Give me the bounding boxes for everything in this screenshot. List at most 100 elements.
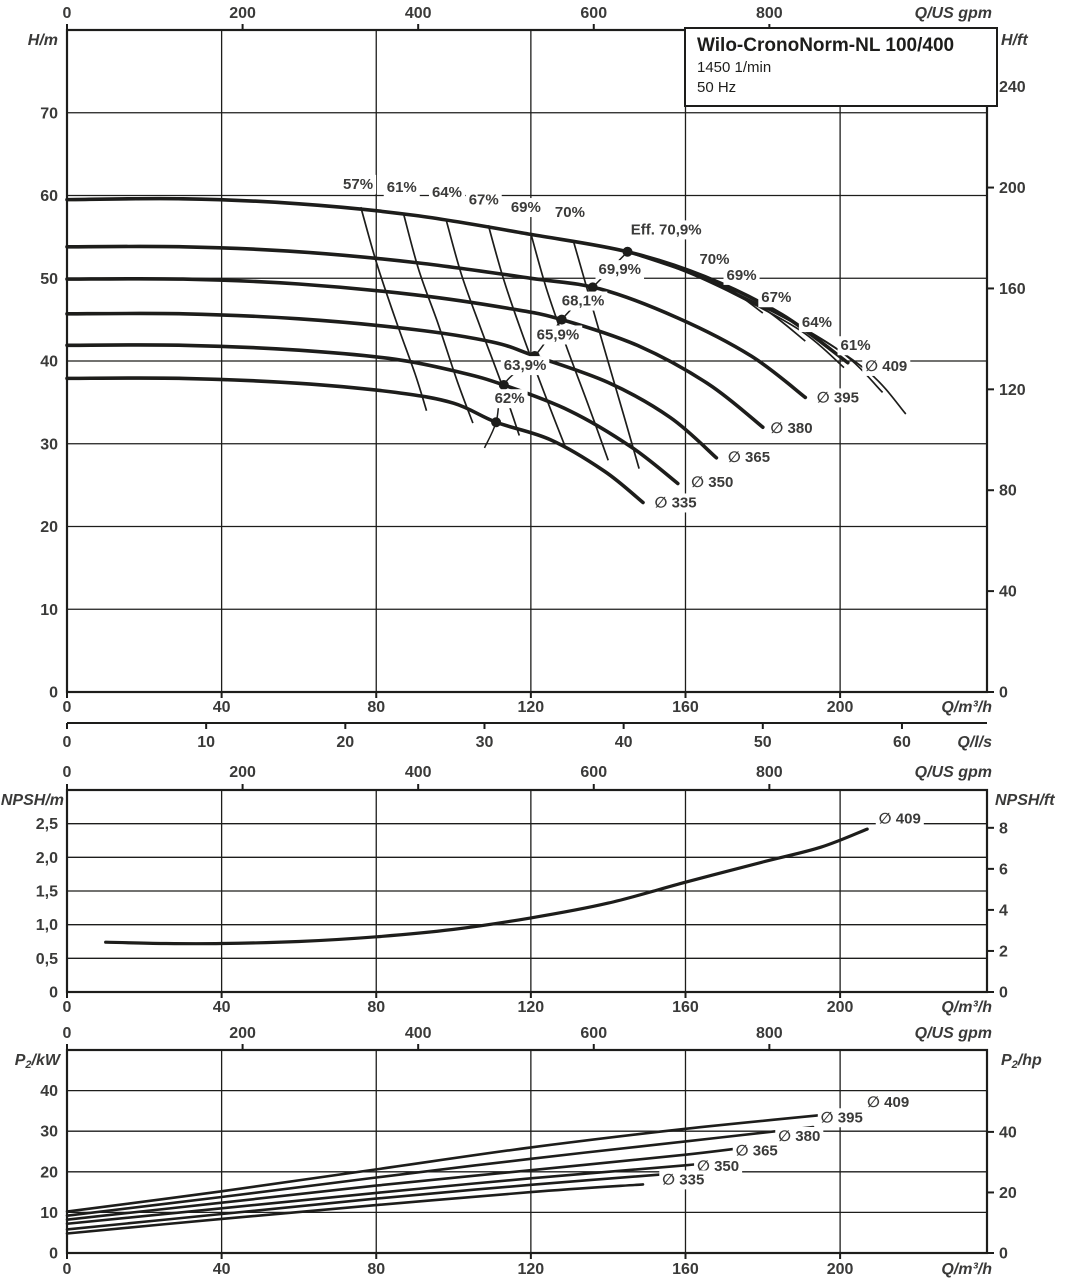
bep-label: 65,9% [537,326,580,343]
diameter-label: ∅ 380 [778,1128,820,1145]
efficiency-label-chip [551,203,588,223]
plot-border [65,28,989,694]
lps-axis-tick-label: 30 [476,734,494,751]
curve-∅350 [65,1171,687,1231]
left-axis-tick-label: 40 [40,1083,58,1100]
diameter-label: ∅ 365 [736,1143,778,1160]
curve-∅365 [65,311,719,460]
bep-label: 62% [495,390,525,407]
bottom-axis-tick-label: 0 [63,999,72,1016]
efficiency-label: 64% [802,314,832,331]
bep-label-chip [533,325,583,345]
top-axis-tick-label: 400 [405,764,432,781]
curve-∅380 [65,276,765,429]
top-axis-tick-label: 200 [229,764,256,781]
bep-label: Eff. 70,9% [631,221,702,238]
efficiency-label-chip [696,250,733,270]
left-axis-tick-label: 40 [40,354,58,371]
top-axis-label: Q/US gpm [915,764,992,781]
bottom-axis-tick-label: 160 [672,1261,699,1278]
diameter-label-chip [767,418,816,438]
top-axis-tick-label: 600 [580,1025,607,1042]
efficiency-label: 61% [387,179,417,196]
bep-point [556,314,567,325]
left-axis-tick-label: 10 [40,602,58,619]
efficiency-label: 69% [511,199,541,216]
bep-point [622,246,633,257]
right-axis-tick-label: 20 [999,1185,1017,1202]
left-axis-tick-label: 30 [40,436,58,453]
lps-axis-tick-label: 10 [197,734,215,751]
diameter-label: ∅ 365 [728,449,770,466]
top-axis-tick-label: 600 [580,5,607,22]
top-axis-tick-label: 800 [756,764,783,781]
curve-∅395 [65,1125,815,1217]
plot-border [65,1048,989,1255]
bep-point [491,417,502,428]
top-axis-tick-label: 200 [229,5,256,22]
iso-efficiency-line [402,212,474,424]
top-axis-tick-label: 0 [63,764,72,781]
efficiency-label: 69% [727,267,757,284]
left-axis-tick-label: 0 [49,685,58,702]
bottom-axis-label: Q/m³/h [941,1261,992,1278]
left-axis-tick-label: 50 [40,271,58,288]
top-axis-tick-label: 400 [405,5,432,22]
bottom-axis-tick-label: 40 [213,999,231,1016]
efficiency-label-chip [428,183,465,203]
bottom-axis-tick-label: 120 [518,999,545,1016]
title-box: Wilo-CronoNorm-NL 100/400 1450 1/min 50 … [684,27,998,107]
diameter-label: ∅ 409 [865,358,907,375]
top-axis-tick-label: 600 [580,764,607,781]
top-axis-tick-label: 200 [229,1025,256,1042]
curve-∅409 [104,827,869,946]
top-axis-tick-label: 800 [756,5,783,22]
right-axis-tick-label: 240 [999,79,1026,96]
top-axis-tick-label: 0 [63,5,72,22]
diameter-label-chip [817,1108,866,1128]
top-axis-tick-label: 400 [405,1025,432,1042]
diameter-label-chip [864,1092,913,1112]
curve-∅395 [65,244,808,400]
curve-∅335 [65,1183,645,1235]
right-axis-tick-label: 160 [999,281,1026,298]
left-axis-tick-label: 30 [40,1124,58,1141]
efficiency-label: 57% [343,176,373,193]
bottom-axis-label: Q/m³/h [941,699,992,716]
pump-model-title: Wilo-CronoNorm-NL 100/400 [697,35,955,56]
left-axis-tick-label: 20 [40,1164,58,1181]
diameter-label-chip [688,472,737,492]
right-axis-tick-label: 80 [999,483,1017,500]
top-axis-label: Q/US gpm [915,1025,992,1042]
left-axis-label: H/m [28,32,58,49]
pump-speed: 1450 1/min [697,58,772,76]
lps-axis-tick-label: 20 [336,734,354,751]
left-axis-label: P2/kW [15,1052,62,1071]
curve-∅380 [65,1142,772,1222]
top-axis-tick-label: 800 [756,1025,783,1042]
curve-∅409 [65,1110,857,1213]
right-axis-tick-label: 8 [999,820,1008,837]
efficiency-label-chip [507,198,544,218]
bep-point [498,379,509,390]
bottom-axis-tick-label: 120 [518,699,545,716]
right-axis-tick-label: 40 [999,584,1017,601]
efficiency-label-chip [723,265,760,285]
diameter-label: ∅ 350 [691,474,733,491]
diameter-label-chip [862,356,911,376]
lps-axis-label: Q/l/s [957,734,992,751]
right-axis-label: NPSH/ft [995,792,1055,809]
top-axis-tick-label: 0 [63,1025,72,1042]
bottom-axis-tick-label: 80 [367,699,385,716]
curve-∅409 [65,196,850,365]
efficiency-label-chip [798,313,835,333]
left-axis-tick-label: 70 [40,105,58,122]
bottom-axis-tick-label: 120 [518,1261,545,1278]
bottom-axis-tick-label: 0 [63,699,72,716]
diameter-label: ∅ 350 [697,1158,739,1175]
right-axis-tick-label: 4 [999,902,1008,919]
diameter-label-chip [659,1170,708,1190]
diameter-label-chip [813,388,862,408]
